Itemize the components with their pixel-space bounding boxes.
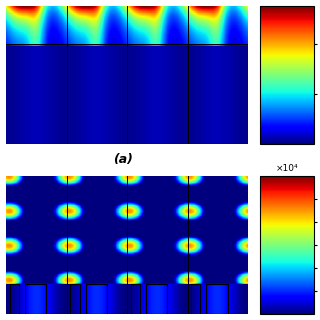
Bar	[10, 284, 19, 314]
Text: ×10⁴: ×10⁴	[276, 164, 298, 173]
Bar	[191, 284, 200, 314]
Bar	[25, 284, 46, 314]
Bar	[70, 284, 79, 314]
Bar	[146, 284, 167, 314]
Bar	[206, 284, 228, 314]
Bar	[131, 284, 140, 314]
Bar	[85, 284, 107, 314]
Text: (a): (a)	[113, 154, 133, 166]
